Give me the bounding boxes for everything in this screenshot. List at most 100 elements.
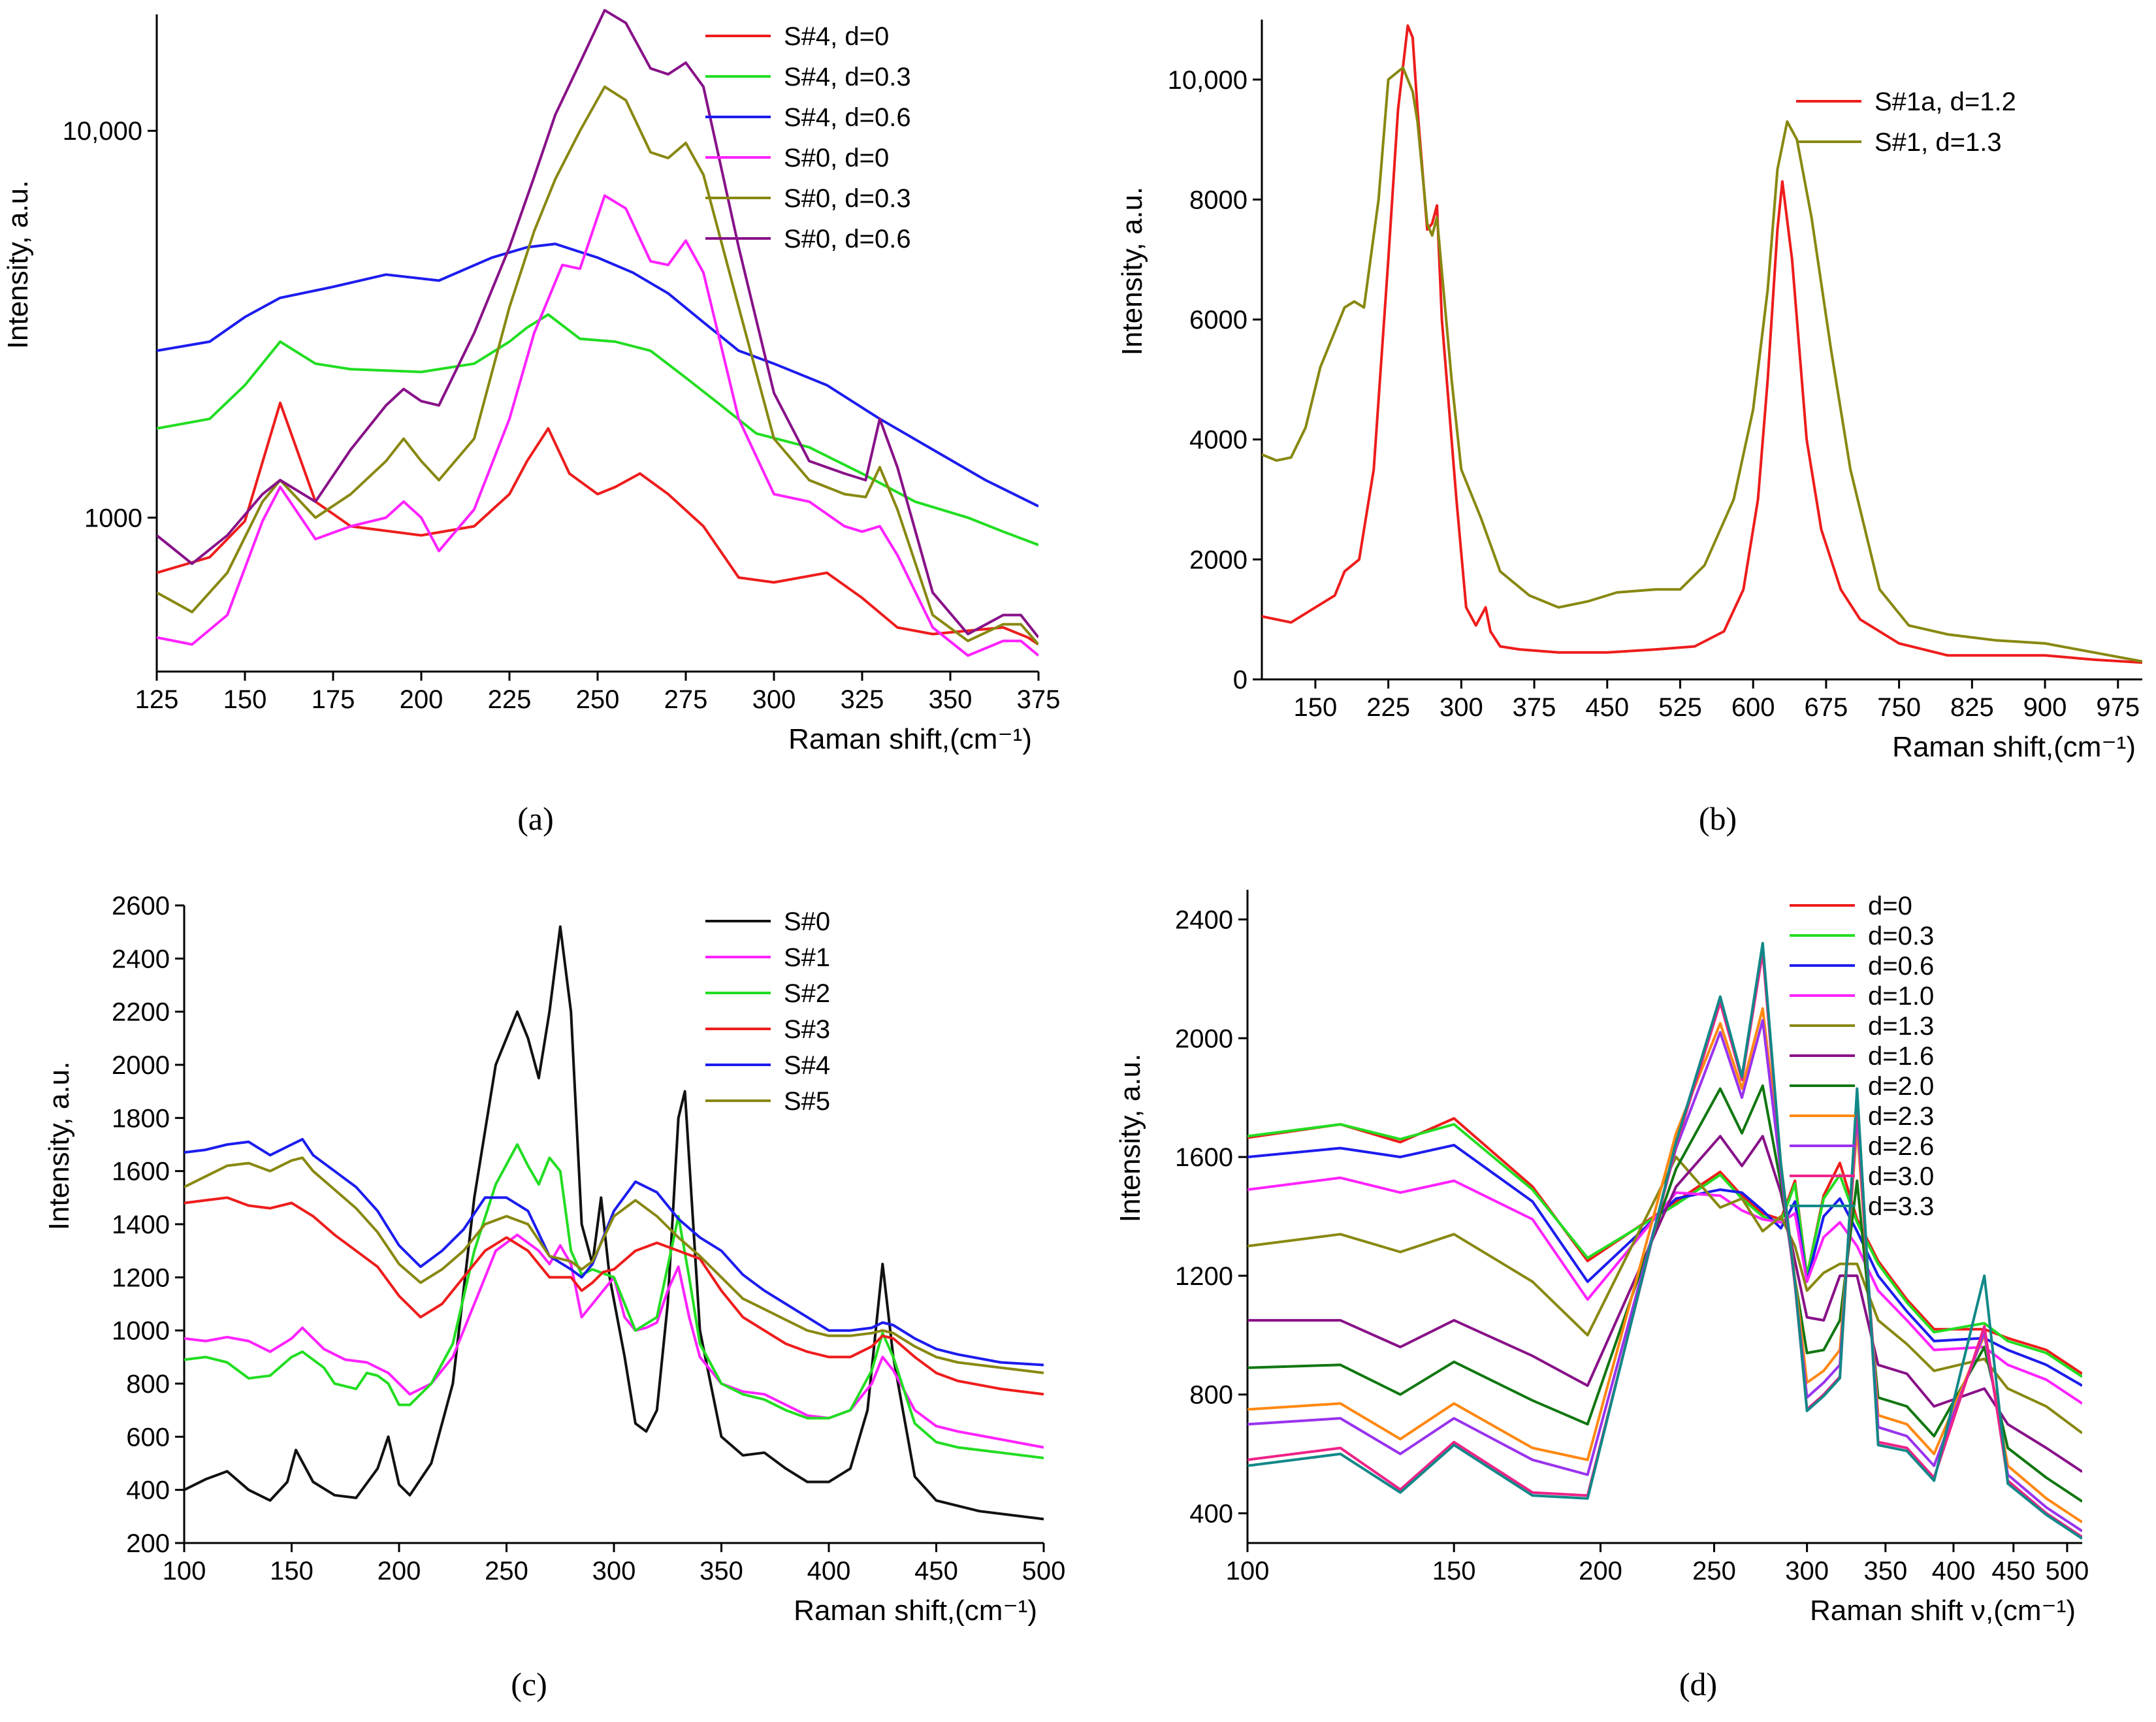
x-tick-label: 275	[664, 685, 708, 714]
x-tick-label: 825	[1950, 693, 1994, 722]
x-tick-label: 300	[1440, 693, 1483, 722]
x-tick-label: 450	[1585, 693, 1629, 722]
legend-entry: S#4, d=0.6	[784, 103, 911, 132]
y-axis-title: Intensity, a.u.	[2, 180, 34, 349]
y-tick-label: 1200	[112, 1263, 170, 1292]
legend-entry: d=2.0	[1868, 1072, 1934, 1101]
y-axis-title: Intensity, a.u.	[1114, 1054, 1146, 1222]
series-line	[1247, 1123, 2082, 1378]
y-tick-label: 2600	[112, 892, 170, 920]
series-line	[157, 194, 1038, 657]
x-axis-title: Raman shift ν,(cm⁻¹)	[1810, 1595, 2076, 1627]
series-line	[1247, 941, 2082, 1540]
y-tick-label: 800	[126, 1370, 170, 1399]
legend-entry: S#1, d=1.3	[1874, 128, 2002, 157]
legend-entry: d=2.6	[1868, 1132, 1934, 1161]
y-tick-label: 10,000	[1168, 66, 1247, 95]
y-tick-label: 2200	[112, 998, 170, 1027]
series-line	[157, 8, 1038, 639]
legend-entry: S#0	[784, 907, 830, 936]
legend-entry: d=3.0	[1868, 1162, 1934, 1191]
x-tick-label: 325	[841, 685, 884, 714]
x-tick-label: 300	[752, 685, 796, 714]
series-line	[184, 1156, 1044, 1374]
x-axis-title: Raman shift,(cm⁻¹)	[794, 1595, 1037, 1627]
y-tick-label: 400	[126, 1476, 170, 1505]
x-tick-label: 250	[1692, 1557, 1736, 1585]
x-tick-label: 350	[1863, 1557, 1907, 1585]
x-tick-label: 500	[2046, 1557, 2089, 1585]
x-tick-label: 150	[1294, 693, 1338, 722]
series-line	[157, 242, 1038, 508]
x-axis-title: Raman shift,(cm⁻¹)	[1892, 731, 2136, 763]
x-tick-label: 300	[1785, 1557, 1829, 1585]
y-tick-label: 600	[126, 1423, 170, 1452]
legend-entry: S#1	[784, 943, 830, 972]
x-axis-title: Raman shift,(cm⁻¹)	[788, 723, 1032, 755]
series-line	[1247, 1176, 2082, 1405]
x-tick-label: 175	[312, 685, 355, 714]
y-tick-label: 1600	[112, 1158, 170, 1186]
series-line	[1262, 66, 2142, 663]
x-tick-label: 125	[135, 685, 179, 714]
y-axis-title: Intensity, a.u.	[43, 1062, 75, 1230]
x-tick-label: 750	[1877, 693, 1921, 722]
legend-entry: d=1.3	[1868, 1012, 1934, 1041]
legend-entry: d=1.6	[1868, 1042, 1934, 1071]
series-line	[1247, 1135, 2082, 1473]
y-tick-label: 10,000	[63, 117, 142, 146]
y-tick-label: 8000	[1189, 186, 1247, 214]
legend-entry: d=3.3	[1868, 1192, 1934, 1221]
y-tick-label: 2400	[112, 945, 170, 973]
x-tick-label: 150	[223, 685, 267, 714]
y-tick-label: 1000	[84, 504, 142, 532]
panel-label-c: (c)	[511, 1666, 547, 1702]
legend-entry: d=0.6	[1868, 952, 1934, 981]
legend-entry: S#5	[784, 1087, 830, 1116]
y-tick-label: 1000	[112, 1317, 170, 1346]
y-tick-label: 0	[1233, 666, 1247, 694]
legend-entry: d=0.3	[1868, 922, 1934, 950]
x-tick-label: 150	[270, 1557, 314, 1585]
x-tick-label: 300	[592, 1557, 636, 1585]
legend-entry: S#3	[784, 1015, 830, 1044]
x-tick-label: 100	[1226, 1557, 1270, 1585]
legend-entry: S#4	[784, 1051, 830, 1080]
series-line	[1247, 1143, 2082, 1387]
series-line	[184, 925, 1044, 1521]
legend-entry: S#0, d=0.6	[784, 225, 911, 253]
legend-entry: S#0, d=0	[784, 144, 889, 172]
legend-entry: d=0	[1868, 892, 1912, 920]
legend: S#4, d=0 S#4, d=0.3 S#4, d=0.6 S#0, d=0 S#0,…	[705, 22, 911, 253]
y-tick-label: 2000	[1189, 545, 1247, 574]
y-tick-label: 2000	[1175, 1024, 1233, 1053]
series-line	[184, 1137, 1044, 1367]
series-line	[1247, 1156, 2082, 1435]
legend-entry: S#1a, d=1.2	[1874, 88, 2016, 116]
series-line	[184, 1196, 1044, 1396]
x-tick-label: 600	[1731, 693, 1775, 722]
y-tick-label: 200	[126, 1529, 170, 1558]
y-tick-label: 6000	[1189, 306, 1247, 334]
y-tick-label: 800	[1189, 1381, 1233, 1410]
panel-label-a: (a)	[517, 800, 554, 837]
legend-entry: S#4, d=0.3	[784, 63, 911, 91]
series-line	[1262, 24, 2142, 664]
x-tick-label: 450	[914, 1557, 958, 1585]
y-tick-label: 1800	[112, 1104, 170, 1133]
legend: S#0 S#1 S#2 S#3 S#4 S#5	[705, 907, 830, 1116]
panel-label-d: (d)	[1679, 1666, 1717, 1702]
y-tick-label: 2400	[1175, 905, 1233, 934]
legend-entry: S#4, d=0	[784, 22, 889, 51]
legend-entry: S#2	[784, 979, 830, 1008]
x-tick-label: 100	[163, 1557, 206, 1585]
y-tick-label: 1600	[1175, 1143, 1233, 1172]
x-tick-label: 225	[1366, 693, 1410, 722]
x-tick-label: 250	[576, 685, 620, 714]
x-tick-label: 200	[378, 1557, 421, 1585]
x-tick-label: 375	[1513, 693, 1556, 722]
chart-panel-a: 125 150 175 200 225 250 275 300 325 350 375 1000 10,…	[2, 8, 1060, 755]
y-tick-label: 1200	[1175, 1262, 1233, 1291]
legend-entry: d=1.0	[1868, 982, 1934, 1011]
